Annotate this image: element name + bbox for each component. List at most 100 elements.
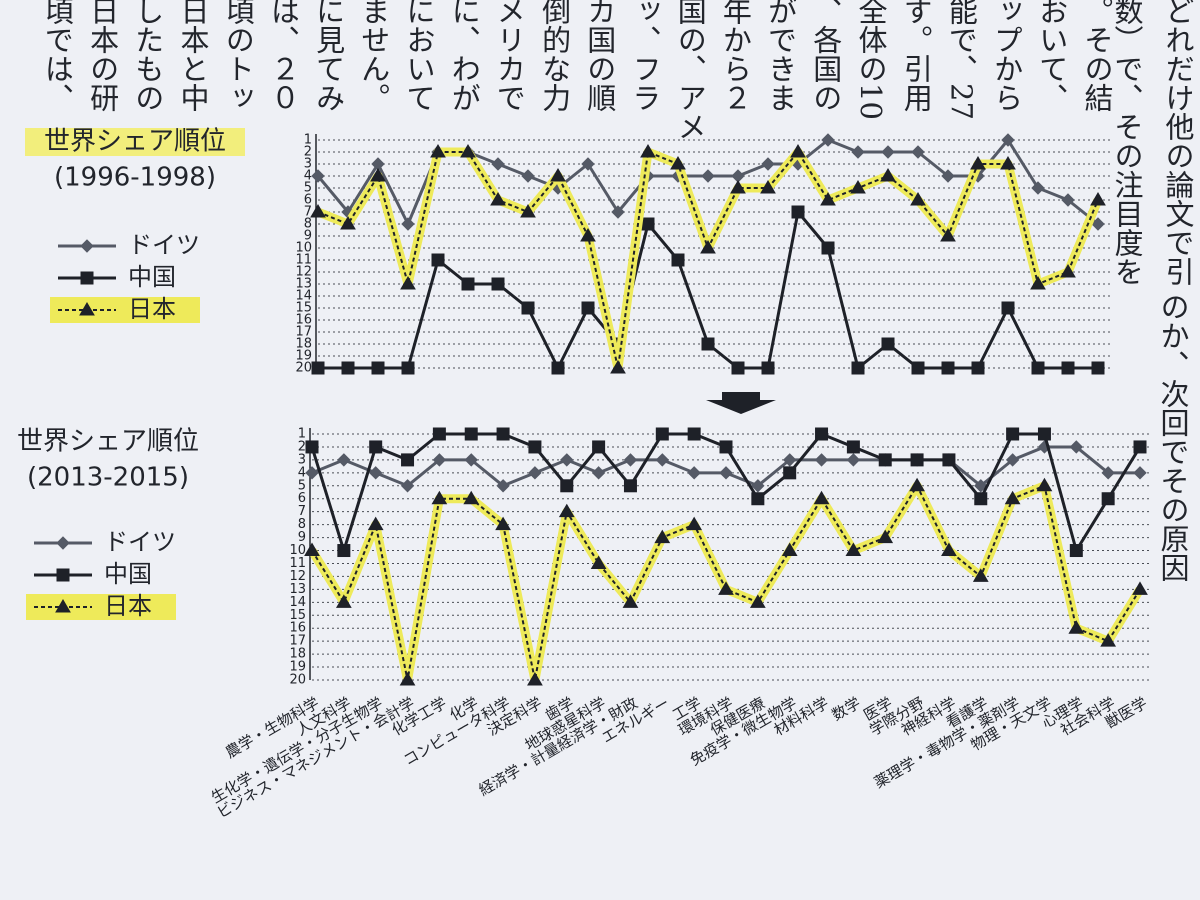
point — [941, 542, 957, 557]
y-tick-label: 18 — [295, 337, 312, 352]
text-column: 能で、27 — [944, 0, 979, 120]
point — [718, 581, 734, 595]
chart-subtitle: (1996-1998) — [54, 163, 216, 193]
point — [881, 337, 895, 351]
point — [1133, 466, 1147, 480]
point — [369, 440, 383, 454]
point — [590, 555, 607, 569]
y-tick-label: 1 — [304, 133, 312, 148]
point — [1005, 453, 1020, 467]
point — [1061, 193, 1075, 207]
point — [813, 490, 830, 505]
text-column: に見てみ — [311, 0, 346, 112]
y-tick-label: 2 — [304, 145, 312, 160]
point — [1000, 156, 1016, 170]
text-column: ッ、フラ — [628, 0, 662, 112]
point — [640, 144, 656, 158]
legend-label: 中国 — [128, 263, 176, 291]
text-column: 国の、アメ — [673, 0, 708, 141]
point — [580, 228, 596, 242]
y-tick-label: 18 — [289, 647, 306, 662]
point — [877, 529, 894, 544]
point — [558, 503, 575, 518]
point — [305, 466, 319, 480]
point — [782, 453, 797, 467]
point — [790, 144, 806, 158]
point — [880, 168, 896, 182]
point — [1091, 361, 1105, 375]
y-tick-label: 9 — [298, 530, 306, 545]
point — [851, 145, 865, 159]
legend-label: 日本 — [128, 295, 176, 323]
text-column: 全体の10 — [854, 0, 888, 120]
legend-marker — [79, 302, 95, 316]
point — [431, 253, 445, 267]
point — [761, 361, 775, 375]
y-tick-label: 4 — [304, 169, 312, 184]
point — [370, 168, 386, 182]
legend-marker — [80, 271, 94, 285]
point — [490, 192, 506, 206]
point — [970, 156, 986, 170]
point — [687, 466, 701, 480]
y-tick-label: 3 — [304, 157, 312, 172]
text-column: したもの — [130, 0, 165, 112]
point — [1101, 492, 1115, 506]
y-tick-label: 14 — [289, 595, 306, 610]
y-tick-label: 10 — [289, 543, 306, 558]
point — [701, 337, 715, 351]
y-tick-label: 16 — [289, 621, 306, 636]
legend-marker — [80, 239, 94, 253]
point — [940, 228, 956, 242]
arrow — [706, 392, 776, 414]
point — [972, 568, 989, 582]
point — [846, 453, 861, 467]
y-tick-label: 13 — [295, 277, 312, 292]
text-column: 日本と中 — [176, 0, 210, 112]
point — [341, 361, 355, 375]
point — [1100, 633, 1117, 647]
point — [1069, 440, 1084, 454]
y-tick-label: 8 — [304, 217, 312, 232]
point — [401, 361, 415, 375]
point — [719, 440, 733, 454]
point — [521, 301, 535, 315]
point — [335, 594, 352, 608]
point — [1004, 490, 1021, 505]
point — [400, 479, 415, 493]
point — [845, 542, 862, 557]
point — [1090, 192, 1106, 206]
line-chart: 世界シェア順位(2013-2015)1234567891011121314151… — [17, 427, 1152, 822]
point — [700, 240, 716, 254]
point — [311, 169, 325, 183]
point — [760, 180, 776, 194]
point — [881, 145, 895, 159]
point — [1037, 427, 1051, 441]
legend-marker — [56, 536, 70, 550]
point — [431, 490, 448, 505]
text-column: 年から２ — [718, 0, 753, 112]
point — [560, 453, 574, 467]
point — [719, 466, 733, 480]
point — [730, 180, 746, 194]
y-tick-label: 11 — [295, 253, 312, 268]
point — [851, 361, 865, 375]
point — [974, 492, 988, 506]
text-column: ップから — [989, 0, 1024, 112]
point — [581, 157, 595, 171]
legend-label: 日本 — [104, 592, 152, 620]
text-column: メリカで — [492, 0, 527, 112]
point — [1101, 466, 1115, 480]
point — [671, 253, 685, 267]
point — [878, 453, 892, 467]
text-column: 。その結 — [1080, 0, 1114, 112]
point — [1132, 581, 1148, 595]
point — [1001, 133, 1015, 147]
point — [623, 479, 637, 493]
point — [654, 529, 671, 544]
point — [560, 479, 574, 493]
y-tick-label: 2 — [298, 439, 306, 454]
point — [464, 453, 478, 467]
point — [814, 453, 829, 467]
